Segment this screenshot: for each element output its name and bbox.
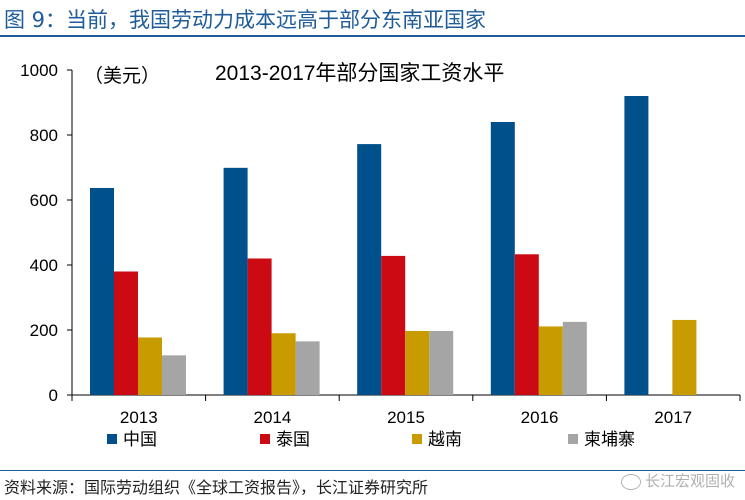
bar-china-2014: [223, 167, 248, 395]
chart-title: 2013-2017年部分国家工资水平: [215, 62, 504, 85]
source-note: 资料来源：国际劳动组织《全球工资报告》，长江证券研究所: [4, 478, 429, 497]
y-axis-unit-label: （美元）: [84, 65, 160, 87]
legend-thailand-label: 泰国: [276, 430, 310, 449]
x-tick-label: 2015: [387, 408, 425, 427]
chart-legend: 中国 泰国 越南 柬埔寨: [107, 430, 635, 449]
x-tick-label: 2017: [654, 408, 692, 427]
title-divider: [0, 35, 745, 37]
bar-thailand-2013: [114, 271, 138, 395]
figure-title: 图 9：当前，我国劳动力成本远高于部分东南亚国家: [4, 8, 487, 32]
bar-thailand-2015: [381, 255, 406, 395]
x-tick-label: 2014: [253, 408, 291, 427]
legend-vietnam-label: 越南: [428, 430, 462, 449]
x-tick-label: 2013: [120, 408, 158, 427]
bar-china-2016: [490, 122, 515, 395]
bar-vietnam-2016: [538, 326, 563, 395]
bar-china-2017: [624, 96, 649, 395]
y-tick-label: 0: [49, 386, 58, 405]
chart-area: 2013-2017年部分国家工资水平 （美元） 0 200 400 600 800 100…: [0, 40, 745, 470]
watermark-text: 长江宏观固收: [644, 472, 735, 490]
bar-series-group: [90, 96, 697, 395]
bar-vietnam-2017: [672, 319, 697, 395]
legend-china-swatch: [107, 434, 117, 444]
wechat-icon: [620, 473, 641, 490]
bar-vietnam-2015: [405, 330, 430, 395]
y-tick-label: 600: [30, 191, 58, 210]
bar-thailand-2016: [514, 254, 539, 395]
source-divider: [0, 470, 745, 471]
legend-cambodia-swatch: [568, 434, 578, 444]
y-tick-label: 800: [30, 126, 58, 145]
legend-vietnam-swatch: [412, 434, 422, 444]
bar-vietnam-2013: [138, 337, 162, 395]
y-tick-label: 200: [30, 321, 58, 340]
y-tick-label: 400: [30, 256, 58, 275]
x-tick-label: 2016: [521, 408, 559, 427]
bar-cambodia-2015: [429, 330, 454, 395]
bar-china-2013: [90, 187, 114, 395]
bar-thailand-2014: [247, 258, 272, 395]
bar-china-2015: [357, 144, 382, 395]
legend-china-label: 中国: [123, 430, 157, 449]
y-tick-label: 1000: [20, 61, 58, 80]
chart-axes: 0 200 400 600 800 1000 2013 2014 2015 2016 2017: [20, 61, 741, 427]
bar-cambodia-2016: [562, 321, 587, 395]
bar-cambodia-2014: [295, 341, 320, 395]
legend-thailand-swatch: [260, 434, 270, 444]
bar-chart: 2013-2017年部分国家工资水平 （美元） 0 200 400 600 800 100…: [20, 61, 741, 449]
bar-cambodia-2013: [162, 355, 186, 395]
legend-cambodia-label: 柬埔寨: [584, 430, 635, 449]
bar-vietnam-2014: [271, 333, 296, 395]
watermark: 长江宏观固收: [620, 470, 735, 491]
